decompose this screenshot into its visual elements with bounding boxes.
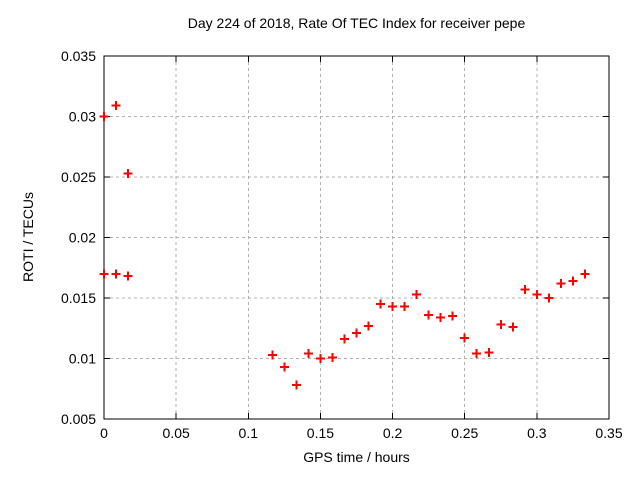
data-point-marker (291, 380, 301, 390)
data-point-marker (99, 269, 109, 279)
x-tick-label: 0.25 (451, 425, 478, 441)
data-point-marker (568, 276, 578, 286)
y-tick-label: 0.03 (69, 109, 96, 125)
data-point-marker (484, 347, 494, 357)
plot-frame (103, 55, 610, 420)
data-point-marker (436, 312, 446, 322)
data-point-marker (412, 289, 422, 299)
data-point-marker (544, 293, 554, 303)
data-point-marker (340, 334, 350, 344)
y-tick-label: 0.01 (69, 351, 96, 367)
x-tick-label: 0 (100, 425, 108, 441)
data-point-marker (303, 349, 313, 359)
x-tick-label: 0.1 (239, 425, 259, 441)
data-point-marker (508, 322, 518, 332)
y-tick-label: 0.005 (61, 411, 96, 427)
data-point-marker (400, 301, 410, 311)
data-point-marker (123, 168, 133, 178)
chart-title: Day 224 of 2018, Rate Of TEC Index for r… (187, 15, 526, 31)
y-tick-label: 0.02 (69, 230, 96, 246)
data-point-marker (111, 101, 121, 111)
data-point-marker (580, 269, 590, 279)
data-point-marker (99, 112, 109, 121)
data-point-marker (123, 271, 133, 281)
data-point-marker (376, 299, 386, 309)
data-point-marker (279, 362, 289, 372)
data-point-marker (496, 320, 506, 330)
y-tick-label: 0.035 (61, 48, 96, 64)
x-tick-label: 0.05 (163, 425, 190, 441)
y-tick-label: 0.015 (61, 290, 96, 306)
x-tick-label: 0.2 (383, 425, 403, 441)
data-point-marker (315, 354, 325, 363)
y-tick-label: 0.025 (61, 169, 96, 185)
data-point-marker (532, 289, 542, 299)
x-tick-label: 0.15 (307, 425, 334, 441)
data-point-marker (267, 350, 277, 360)
data-point-marker (363, 321, 373, 331)
data-point-marker (556, 278, 566, 288)
data-point-marker (327, 352, 337, 362)
data-point-marker (388, 301, 398, 311)
x-tick-label: 0.35 (595, 425, 622, 441)
data-point-marker (460, 333, 470, 343)
data-point-marker (111, 269, 121, 279)
data-point-marker (472, 349, 482, 359)
data-point-marker (520, 285, 530, 295)
data-point-marker (352, 328, 361, 338)
x-axis-label: GPS time / hours (303, 449, 410, 465)
x-tick-label: 0.3 (527, 425, 547, 441)
data-point-marker (448, 311, 458, 321)
data-point-marker (424, 310, 434, 320)
